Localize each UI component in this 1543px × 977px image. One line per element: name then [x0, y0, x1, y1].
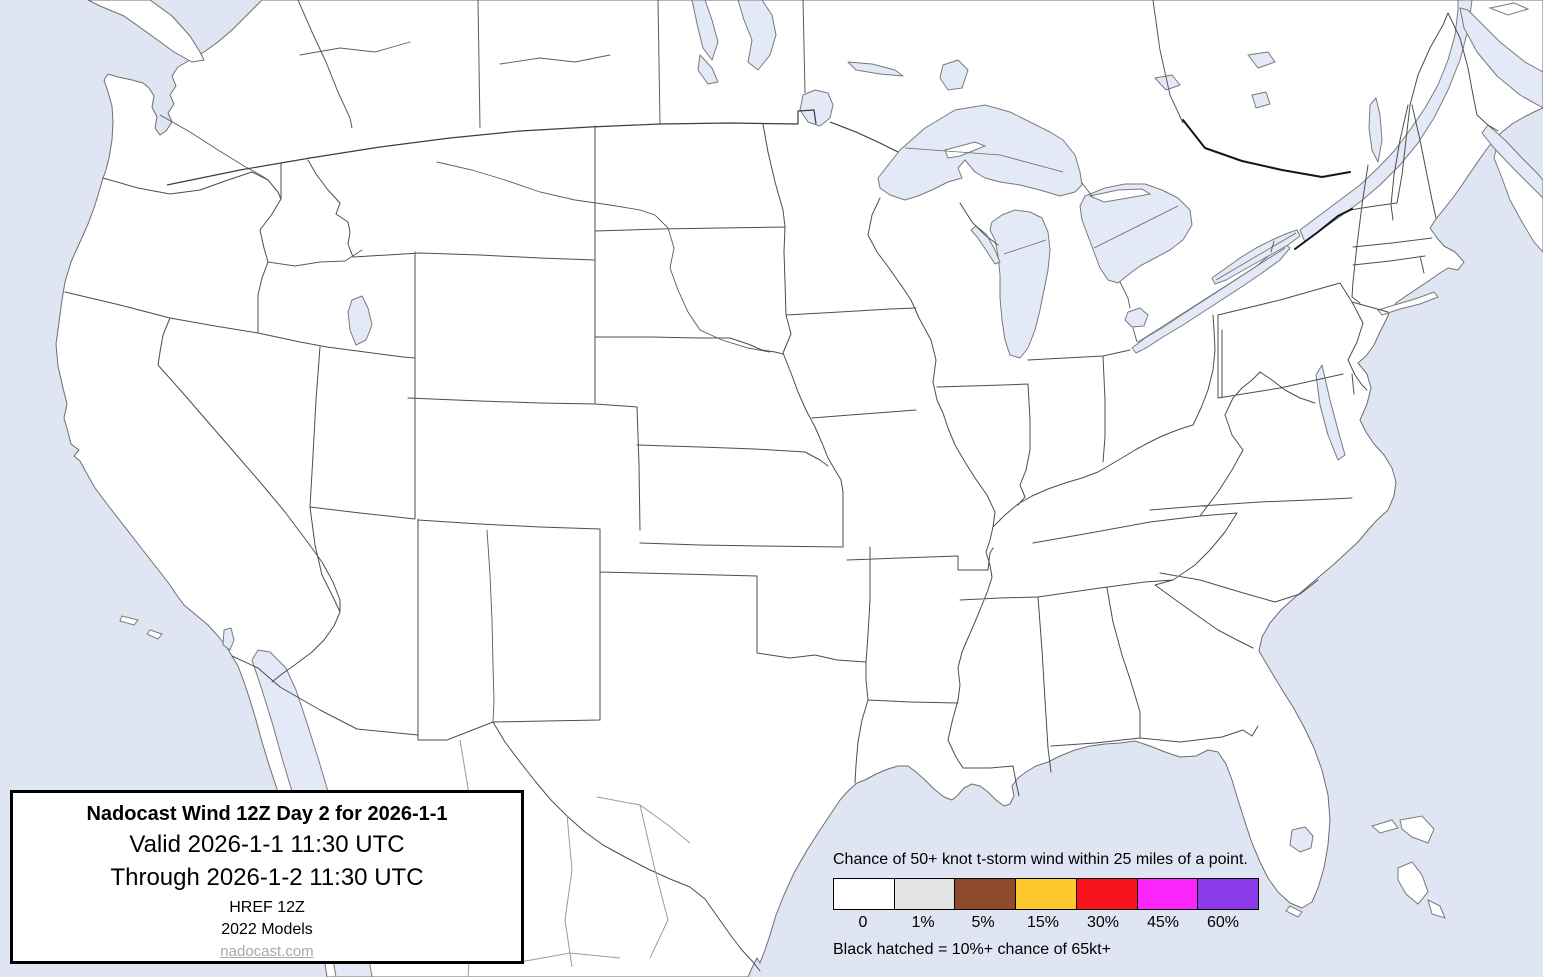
model-year: 2022 Models [221, 921, 313, 938]
legend-swatch-5 [954, 878, 1017, 910]
legend-title: Chance of 50+ knot t-storm wind within 2… [833, 851, 1248, 868]
legend-swatch-30 [1075, 878, 1138, 910]
valid-time: Valid 2026-1-1 11:30 UTC [129, 831, 405, 858]
lake-of-the-woods [799, 89, 834, 127]
rainy-lake [847, 61, 904, 77]
legend-label-1: 1% [911, 914, 935, 931]
isle-royale [944, 141, 987, 159]
florida-keys [1285, 905, 1303, 918]
forecast-title-box: Nadocast Wind 12Z Day 2 for 2026-1-1 Val… [10, 790, 524, 964]
lake-st-clair [1124, 307, 1149, 328]
legend-labels-row: 0 1% 5% 15% 30% 45% 60% [833, 914, 1259, 932]
model-name: HREF 12Z [229, 899, 305, 916]
lake-winnipeg [737, 0, 777, 71]
state-borders [64, 12, 1499, 797]
us-canada-border [166, 109, 899, 186]
vancouver-island [87, 0, 205, 63]
lake-superior [877, 104, 1083, 201]
legend-label-15: 15% [1026, 914, 1060, 931]
forecast-title: Nadocast Wind 12Z Day 2 for 2026-1-1 [86, 803, 448, 825]
lake-border-crossings [904, 147, 1297, 343]
lake-champlain [1368, 97, 1383, 163]
columbia-river [159, 114, 269, 181]
great-salt-lake [347, 295, 373, 346]
bay-of-fundy [1481, 124, 1543, 199]
green-bay [970, 225, 1001, 265]
canada-rivers [299, 41, 611, 65]
lake-okeechobee [1289, 826, 1314, 853]
legend-swatch-60 [1197, 878, 1260, 910]
lake-michigan [989, 209, 1051, 359]
legend-swatch-45 [1136, 878, 1199, 910]
bahamas-islands [1370, 815, 1446, 919]
channel-islands [119, 615, 163, 640]
through-time: Through 2026-1-2 11:30 UTC [110, 864, 424, 891]
snake-river [267, 249, 363, 267]
chesapeake-bay [1315, 364, 1346, 461]
ottawa-st-lawrence-border [1182, 119, 1353, 250]
legend-label-60: 60% [1206, 914, 1240, 931]
salton-sea [222, 627, 235, 651]
gulf-of-st-lawrence [1459, 7, 1543, 109]
upper-rio-grande [486, 529, 495, 723]
legend-color-bar [833, 878, 1260, 910]
missouri-river [436, 161, 771, 353]
legend-label-0: 0 [858, 914, 868, 931]
lake-huron [1079, 183, 1193, 284]
legend-label-5: 5% [971, 914, 995, 931]
manitoulin-island [1088, 188, 1152, 203]
anticosti-island [1488, 2, 1530, 16]
lake-manitoba [697, 54, 719, 85]
legend-label-30: 30% [1086, 914, 1120, 931]
great-lakes-connecting-channels [1081, 182, 1275, 343]
lake-winnipegosis [691, 0, 719, 61]
legend-hatched-note: Black hatched = 10%+ chance of 65kt+ [833, 941, 1111, 958]
legend-swatch-0 [833, 878, 895, 910]
canada-provincial-borders [297, 0, 1184, 129]
probability-legend: Chance of 50+ knot t-storm wind within 2… [833, 851, 1260, 959]
lake-nipigon [939, 59, 969, 91]
canada-small-lakes [1154, 51, 1276, 109]
long-island [1377, 291, 1439, 316]
legend-swatch-15 [1015, 878, 1077, 910]
legend-label-45: 45% [1146, 914, 1180, 931]
nadocast-link[interactable]: nadocast.com [220, 943, 314, 960]
us-mexico-border [231, 655, 761, 972]
legend-swatch-1 [893, 878, 956, 910]
